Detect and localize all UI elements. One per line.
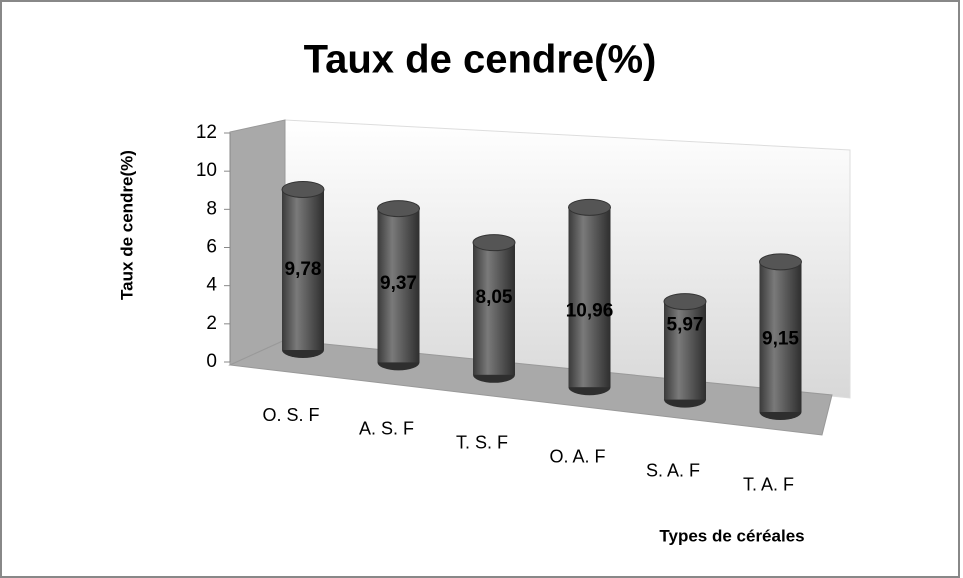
bar [568,207,611,388]
bar-top [377,200,420,218]
x-tick-label: T. S. F [456,433,508,453]
bar [282,189,324,350]
bar-top [759,253,802,271]
bar [664,301,706,400]
value-label: 9,78 [285,259,322,280]
y-tick-label: 12 [196,122,217,143]
y-tick-label: 6 [206,237,217,258]
bar [473,242,515,375]
x-tick-label: S. A. F [646,460,700,480]
side-wall [229,119,286,366]
x-tick-label: O. S. F [262,405,319,425]
value-label: 9,15 [762,329,799,350]
y-tick-label: 10 [196,160,217,181]
x-tick-label: O. A. F [549,446,605,466]
bar-top [568,198,611,216]
x-tick-label: T. A. F [743,474,794,494]
value-label: 8,05 [476,287,513,308]
x-tick-label: A. S. F [359,419,414,439]
value-label: 5,97 [667,315,704,336]
bar-top [663,293,707,311]
bar-top [472,234,516,252]
x-axis-label: Types de céréales [659,526,804,545]
y-tick-label: 4 [206,275,217,296]
y-tick-label: 0 [206,351,217,372]
value-label: 10,96 [566,301,614,322]
y-axis-label: Taux de cendre(%) [117,150,136,300]
bar [759,261,802,412]
chart-title: Taux de cendre(%) [304,38,657,82]
bar [377,208,420,363]
y-tick-label: 8 [206,198,217,219]
value-label: 9,37 [380,273,417,294]
y-tick-label: 2 [206,313,217,334]
bar-top [281,180,325,198]
